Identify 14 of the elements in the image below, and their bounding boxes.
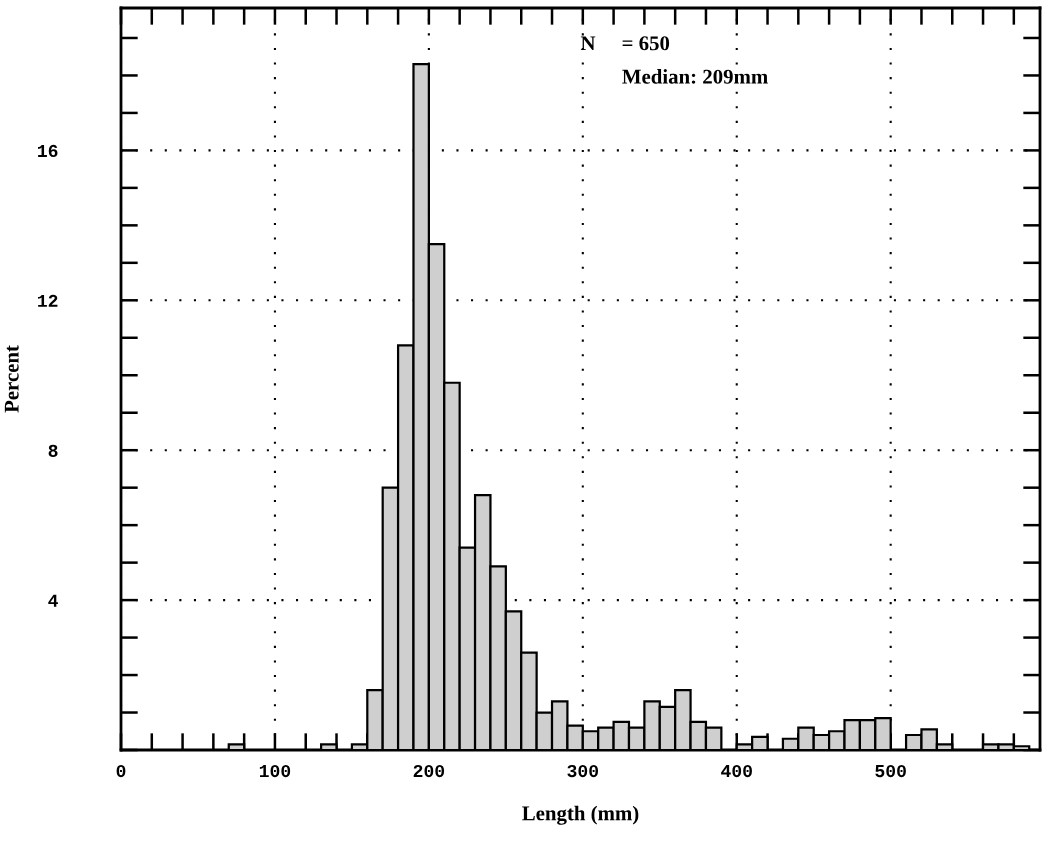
y-tick-label: 4	[48, 594, 58, 607]
x-tick-label: 0	[116, 764, 126, 778]
y-tick-label: 8	[48, 444, 58, 457]
x-tick-label: 500	[875, 764, 906, 778]
x-tick-label: 400	[721, 764, 752, 778]
x-tick-label: 200	[413, 764, 445, 778]
y-tick-label: 12	[38, 294, 58, 307]
x-tick-label: 100	[259, 764, 291, 778]
y-axis-title: Percent	[4, 345, 19, 413]
x-tick-label: 300	[567, 764, 599, 778]
y-tick-label: 16	[38, 144, 58, 158]
annotation: N = 650	[580, 36, 670, 51]
annotation: Median: 209mm	[622, 69, 768, 84]
x-axis-title: Length (mm)	[522, 805, 639, 825]
